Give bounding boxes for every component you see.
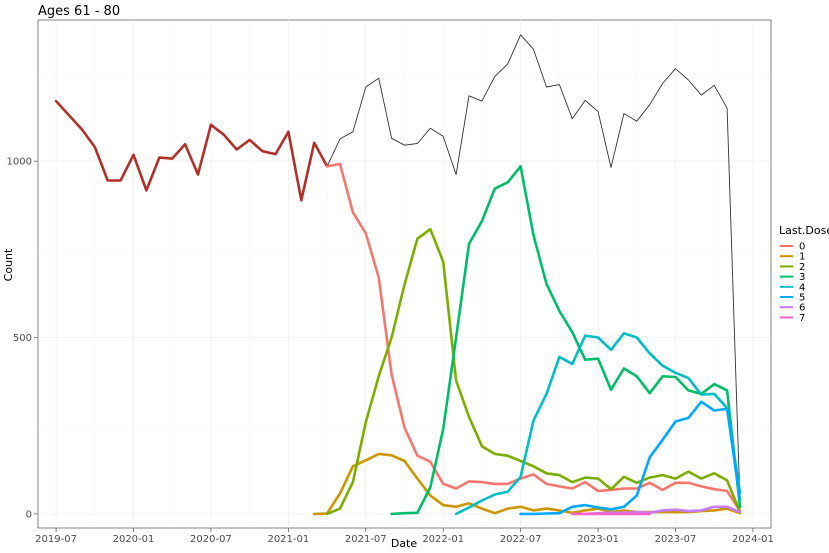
- series-line-dose-4: [454, 332, 742, 516]
- legend-label-0: 0: [799, 242, 805, 253]
- y-tick-label: 500: [13, 333, 32, 344]
- series-line-pre: [54, 99, 329, 202]
- x-tick-label: 2022-01: [422, 534, 464, 545]
- chart-title: Ages 61 - 80: [38, 4, 120, 19]
- x-tick-label: 2020-07: [190, 534, 232, 545]
- x-tick-label: 2021-07: [345, 534, 387, 545]
- series-lines: [54, 34, 742, 516]
- series-line-total: [326, 34, 741, 504]
- legend-title: Last.Dose: [779, 224, 829, 237]
- legend-label-4: 4: [799, 282, 805, 293]
- series-line-dose-3: [390, 165, 742, 516]
- series-line-dose-5: [519, 400, 742, 516]
- legend-label-7: 7: [799, 313, 805, 324]
- x-tick-label: 2023-01: [577, 534, 619, 545]
- series-line-dose-2: [325, 227, 742, 516]
- x-tick-label: 2021-01: [267, 534, 309, 545]
- x-tick-label: 2020-01: [113, 534, 155, 545]
- y-axis: 0 500 1000: [7, 157, 38, 520]
- grid-lines: [38, 20, 771, 528]
- x-axis: 2019-07 2020-01 2020-07 2021-01 2021-07 2022-…: [35, 528, 774, 545]
- y-tick-label: 1000: [7, 157, 32, 168]
- x-axis-title: Date: [391, 537, 418, 550]
- legend-label-5: 5: [799, 293, 805, 304]
- series-line-dose-0: [325, 162, 742, 513]
- x-tick-label: 2019-07: [35, 534, 77, 545]
- x-tick-label: 2022-07: [500, 534, 542, 545]
- legend-label-6: 6: [799, 303, 805, 314]
- legend-label-1: 1: [799, 252, 805, 263]
- legend-label-3: 3: [799, 272, 805, 283]
- series-line-dose-1: [312, 452, 742, 516]
- y-axis-title: Count: [2, 248, 15, 281]
- x-tick-label: 2024-01: [732, 534, 774, 545]
- legend-label-2: 2: [799, 262, 805, 273]
- y-tick-label: 0: [26, 509, 32, 520]
- x-tick-label: 2023-07: [655, 534, 697, 545]
